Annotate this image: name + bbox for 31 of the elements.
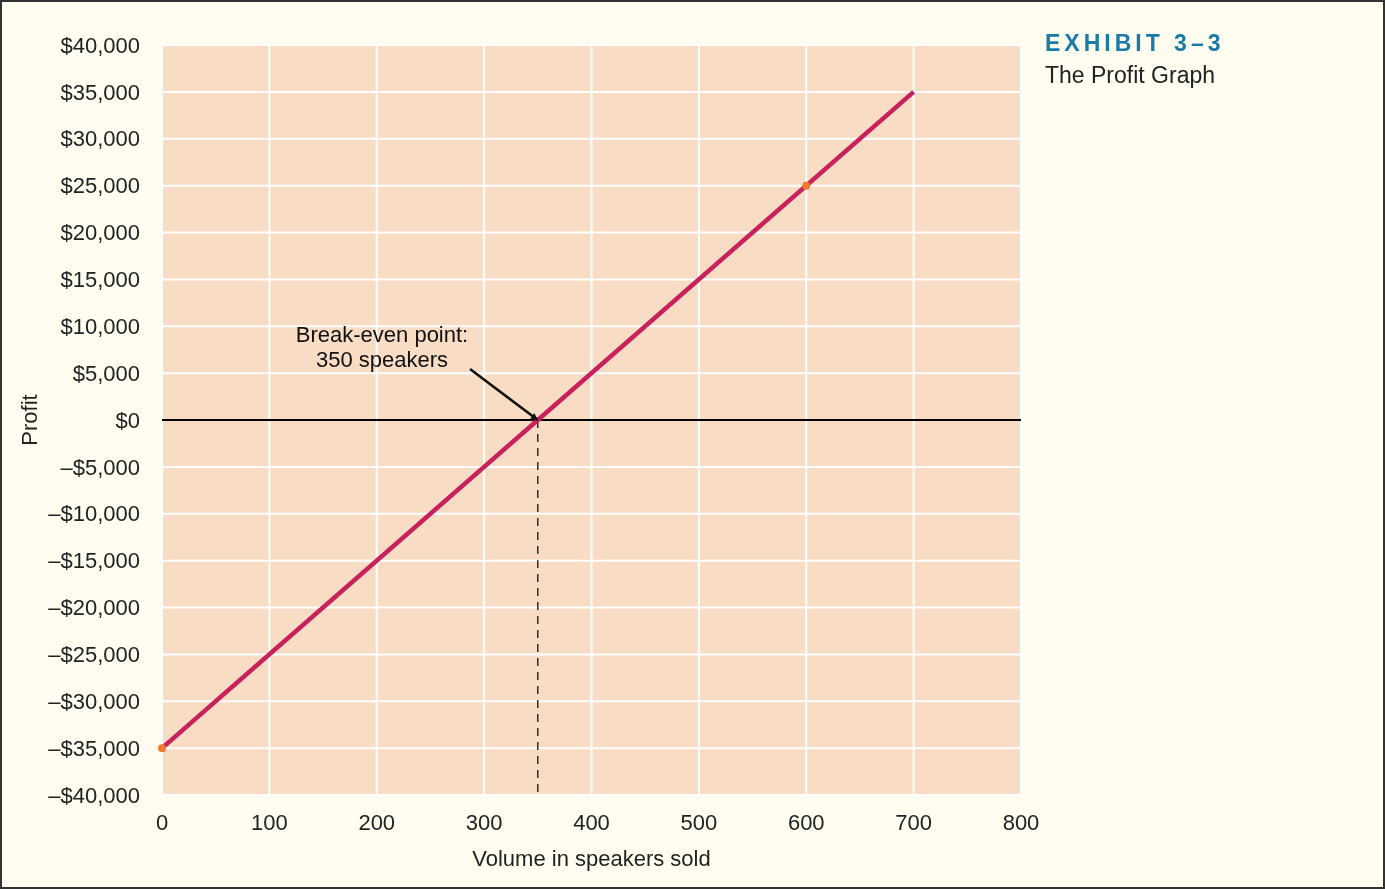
- text: EXHIBIT 3–3: [1045, 30, 1225, 56]
- y-tick-label: –$15,000: [48, 548, 140, 574]
- y-axis-title: Profit: [17, 394, 42, 446]
- y-tick-label: $15,000: [60, 267, 140, 293]
- annotation: Break-even point: 350 speakers: [295, 322, 469, 372]
- x-tick-label: 0: [155, 810, 169, 835]
- x-tick-label: 300: [465, 810, 503, 835]
- x-tick-label: 400: [573, 810, 610, 835]
- y-tick-label: $10,000: [60, 313, 140, 339]
- y-tick-label: $30,000: [60, 126, 140, 152]
- x-tick-label: 700: [895, 810, 932, 835]
- x-tick-label: 200: [358, 810, 396, 835]
- x-tick-label: 800: [1002, 810, 1040, 835]
- y-tick-label: –$35,000: [48, 735, 140, 761]
- y-tick-label: –$20,000: [48, 595, 140, 621]
- text: The Profit Graph: [1045, 62, 1216, 88]
- y-tick-label: –$25,000: [48, 642, 140, 668]
- x-tick-label: 500: [680, 810, 718, 835]
- x-tick-label: 600: [787, 810, 825, 835]
- x-axis-title: Volume in speakers sold: [472, 846, 711, 871]
- y-tick-label: –$40,000: [48, 782, 140, 808]
- y-tick-label: $20,000: [60, 220, 140, 246]
- y-tick-label: $35,000: [60, 79, 140, 105]
- x-tick-label: 100: [251, 810, 288, 835]
- y-tick-label: $5,000: [72, 360, 140, 386]
- y-tick-label: –$10,000: [48, 501, 140, 527]
- y-tick-label: $40,000: [60, 32, 140, 58]
- y-tick-label: $0: [115, 407, 140, 433]
- y-tick-label: –$30,000: [48, 688, 140, 714]
- y-tick-label: –$5,000: [60, 454, 140, 480]
- y-tick-label: $25,000: [60, 173, 140, 199]
